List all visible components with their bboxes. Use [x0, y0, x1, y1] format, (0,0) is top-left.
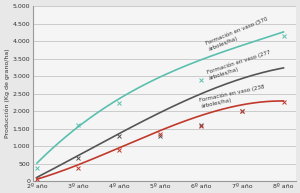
Y-axis label: Producción (Kg de grano/ha): Producción (Kg de grano/ha) — [4, 49, 10, 138]
Text: Formación en vaso (238
árboles/ha): Formación en vaso (238 árboles/ha) — [199, 84, 266, 109]
Text: Formación en vaso (277
árboles/ha): Formación en vaso (277 árboles/ha) — [206, 49, 273, 81]
Text: Formación en vaso (570
árboles/ha): Formación en vaso (570 árboles/ha) — [205, 16, 271, 52]
